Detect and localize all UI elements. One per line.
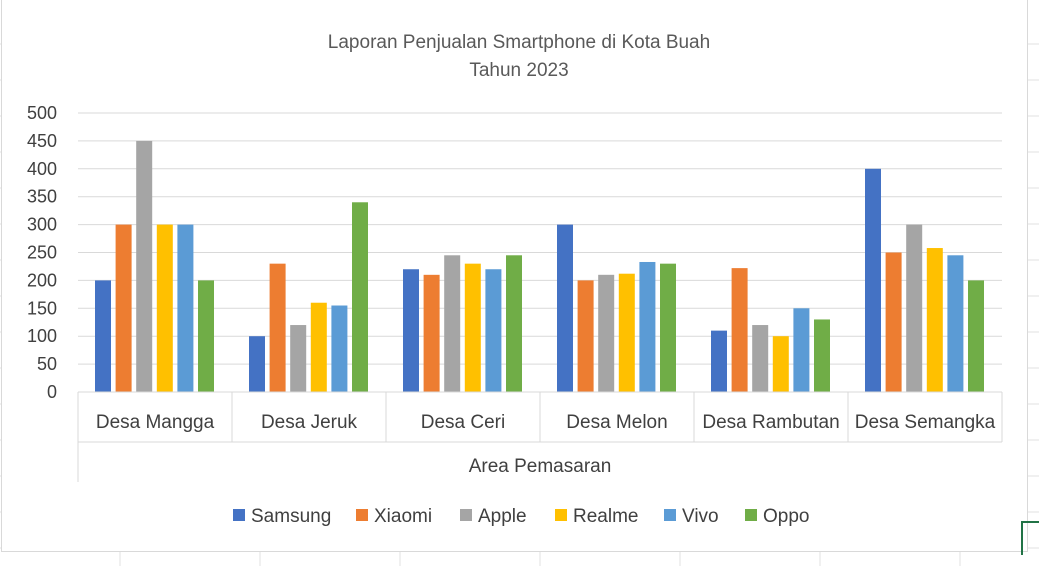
y-tick-label: 50 (37, 354, 57, 374)
y-tick-label: 0 (47, 382, 57, 402)
legend-label-apple: Apple (478, 506, 527, 527)
bar-samsung-4[interactable] (711, 330, 727, 392)
legend-swatch-realme (555, 509, 567, 521)
cell-selection-marker (1021, 521, 1039, 555)
y-tick-label: 300 (27, 215, 57, 235)
bar-apple-1[interactable] (290, 325, 307, 392)
legend-swatch-oppo (745, 509, 757, 521)
bar-realme-4[interactable] (772, 336, 789, 392)
bar-realme-2[interactable] (464, 263, 481, 392)
gridlines (78, 112, 1002, 365)
bar-samsung-5[interactable] (865, 168, 881, 392)
bar-xiaomi-1[interactable] (269, 263, 286, 392)
chart-svg: Laporan Penjualan Smartphone di Kota Bua… (27, 32, 1003, 527)
legend[interactable]: Samsung Xiaomi Apple Realme Vivo Oppo (233, 506, 809, 527)
legend-swatch-samsung (233, 509, 245, 521)
bar-vivo-0[interactable] (177, 224, 194, 392)
category-label: Desa Melon (566, 412, 667, 433)
bar-xiaomi-2[interactable] (423, 274, 440, 392)
bar-apple-3[interactable] (598, 274, 615, 392)
bar-samsung-1[interactable] (249, 336, 265, 392)
bar-xiaomi-5[interactable] (885, 252, 902, 393)
plot-bars (95, 140, 984, 393)
y-axis-ticks: 0 50 100 150 200 250 300 350 400 450 500 (27, 103, 57, 402)
category-label: Desa Rambutan (702, 412, 839, 433)
bar-realme-5[interactable] (926, 248, 943, 392)
legend-label-oppo: Oppo (763, 506, 809, 527)
bar-oppo-1[interactable] (352, 202, 368, 392)
bar-samsung-3[interactable] (557, 224, 573, 392)
bar-realme-3[interactable] (618, 273, 635, 392)
bar-oppo-3[interactable] (660, 263, 676, 392)
bar-vivo-5[interactable] (947, 255, 964, 392)
bar-apple-0[interactable] (136, 140, 153, 392)
legend-label-samsung: Samsung (251, 506, 331, 527)
bar-oppo-5[interactable] (968, 280, 984, 392)
category-label: Desa Mangga (96, 412, 215, 433)
bar-oppo-4[interactable] (814, 319, 830, 392)
x-axis (77, 391, 1003, 482)
category-label: Desa Jeruk (261, 412, 358, 433)
legend-label-realme: Realme (573, 506, 638, 527)
bar-vivo-3[interactable] (639, 261, 656, 392)
category-label: Desa Ceri (421, 412, 505, 433)
legend-label-vivo: Vivo (682, 506, 719, 527)
bar-vivo-2[interactable] (485, 269, 502, 392)
x-axis-title: Area Pemasaran (469, 456, 612, 477)
bar-samsung-0[interactable] (95, 280, 111, 392)
bar-oppo-0[interactable] (198, 280, 214, 392)
bar-vivo-1[interactable] (331, 305, 348, 392)
y-tick-label: 250 (27, 243, 57, 263)
legend-swatch-vivo (664, 509, 676, 521)
legend-label-xiaomi: Xiaomi (374, 506, 432, 527)
bar-realme-1[interactable] (310, 302, 327, 392)
category-labels: Desa Mangga Desa Jeruk Desa Ceri Desa Melon… (96, 412, 996, 433)
y-tick-label: 100 (27, 326, 57, 346)
bar-xiaomi-4[interactable] (731, 268, 748, 392)
y-tick-label: 450 (27, 131, 57, 151)
bar-samsung-2[interactable] (403, 269, 419, 392)
y-tick-label: 500 (27, 103, 57, 123)
bar-apple-2[interactable] (444, 255, 461, 392)
legend-swatch-xiaomi (356, 509, 368, 521)
y-tick-label: 200 (27, 270, 57, 290)
y-tick-label: 400 (27, 159, 57, 179)
bar-apple-4[interactable] (752, 325, 769, 392)
chart-area[interactable]: Laporan Penjualan Smartphone di Kota Bua… (1, 0, 1028, 552)
chart-subtitle: Tahun 2023 (469, 60, 568, 81)
y-tick-label: 350 (27, 187, 57, 207)
legend-swatch-apple (460, 509, 472, 521)
bar-realme-0[interactable] (156, 224, 173, 392)
bar-apple-5[interactable] (906, 224, 923, 392)
category-label: Desa Semangka (855, 412, 996, 433)
y-tick-label: 150 (27, 298, 57, 318)
bar-xiaomi-3[interactable] (577, 280, 594, 392)
bar-vivo-4[interactable] (793, 308, 810, 392)
chart-title: Laporan Penjualan Smartphone di Kota Bua… (328, 32, 710, 53)
bar-oppo-2[interactable] (506, 255, 522, 392)
bar-xiaomi-0[interactable] (115, 224, 132, 392)
